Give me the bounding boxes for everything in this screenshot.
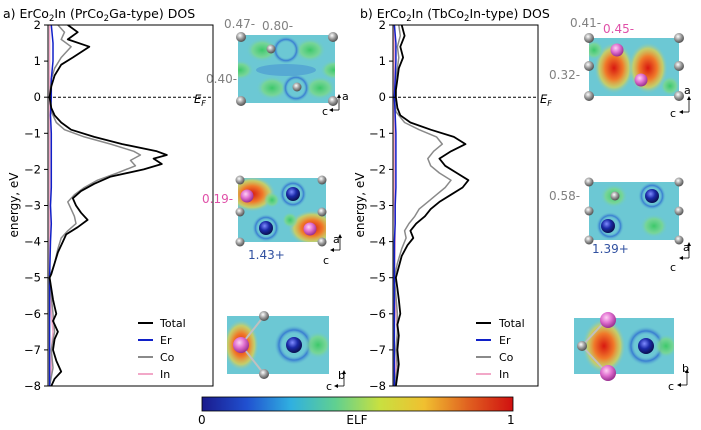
- legend-b-co: Co: [499, 351, 514, 364]
- y-tick-label: −7: [24, 343, 41, 357]
- elf-b-mid-label-2: 1.39+: [592, 242, 629, 256]
- svg-text:b: b: [338, 369, 345, 382]
- panel-b-legend: Total Er Co In: [476, 317, 525, 381]
- series-line-total: [395, 25, 470, 386]
- elf-b-mid-label-1: 0.58-: [549, 189, 580, 203]
- panel-b-ylabel: energy, eV: [353, 172, 367, 238]
- axis-indicator-b1: a c: [670, 84, 691, 120]
- panel-a-y-ticks: 2 1 0 −1 −2 −3 −4 −5 −6 −7 −8: [24, 18, 48, 393]
- y-tick-label: 2: [34, 18, 41, 32]
- elf-map-a-bottom: b c: [227, 311, 346, 393]
- elf-a-mid-label-1: 0.19-: [202, 192, 233, 206]
- panel-b-series: [393, 25, 470, 386]
- y-tick-label: −1: [24, 126, 41, 140]
- legend-b-total: Total: [498, 317, 525, 330]
- svg-text:c: c: [668, 380, 674, 393]
- svg-text:c: c: [670, 261, 676, 274]
- elf-colorbar: 0 ELF 1: [198, 396, 515, 427]
- axis-indicator-a1: a c: [322, 90, 349, 118]
- y-tick-label: −3: [369, 199, 386, 213]
- panel-a-axes: [47, 24, 214, 387]
- elf-map-b-bottom: b c: [574, 312, 689, 393]
- y-tick-label: −6: [369, 307, 386, 321]
- elf-a-mid-label-2: 1.43+: [248, 248, 285, 262]
- legend-b-in: In: [499, 368, 509, 381]
- y-tick-label: −2: [369, 162, 386, 176]
- elf-a-top-label-2: 0.80-: [262, 19, 293, 33]
- y-tick-label: −4: [369, 235, 386, 249]
- svg-text:a: a: [333, 233, 340, 246]
- svg-text:a: a: [683, 241, 690, 254]
- elf-a-top-label-1: 0.47-: [224, 17, 255, 31]
- panel-b-axes: [392, 24, 539, 387]
- y-tick-label: −5: [24, 271, 41, 285]
- panel-a-series: [48, 25, 168, 386]
- axis-indicator-b2: a c: [670, 241, 691, 274]
- series-line-total: [48, 25, 168, 386]
- y-tick-label: 1: [34, 54, 41, 68]
- panel-a-ylabel: energy, eV: [7, 172, 21, 238]
- y-tick-label: 2: [379, 18, 386, 32]
- panel-b-title: b) ErCo2In (TbCo2In-type) DOS: [360, 6, 550, 24]
- legend-a-er: Er: [160, 334, 172, 347]
- svg-text:a: a: [684, 84, 691, 97]
- y-tick-label: −3: [24, 199, 41, 213]
- panel-a-fermi-label: EF: [194, 92, 206, 108]
- y-tick-label: 0: [34, 90, 41, 104]
- y-tick-label: −1: [369, 126, 386, 140]
- y-tick-label: −8: [369, 379, 386, 393]
- axis-indicator-a3: b c: [326, 369, 346, 393]
- y-tick-label: −4: [24, 235, 41, 249]
- colorbar-max-label: 1: [507, 413, 515, 427]
- svg-text:c: c: [326, 380, 332, 393]
- y-tick-label: −5: [369, 271, 386, 285]
- panel-b-fermi-label: EF: [540, 92, 552, 108]
- svg-text:c: c: [670, 107, 676, 120]
- axis-indicator-b3: b c: [668, 362, 689, 393]
- colorbar-title: ELF: [346, 413, 367, 427]
- y-tick-label: −6: [24, 307, 41, 321]
- panel-a-legend: Total Er Co In: [138, 317, 186, 381]
- y-tick-label: −8: [24, 379, 41, 393]
- legend-a-total: Total: [159, 317, 186, 330]
- y-tick-label: −2: [24, 162, 41, 176]
- elf-map-a-mid: 0.19- 1.43+ a c: [202, 175, 342, 267]
- elf-map-b-mid: 0.58- 1.39+ a c: [549, 177, 691, 274]
- series-line-co: [393, 25, 452, 386]
- y-tick-label: 0: [379, 90, 386, 104]
- elf-b-top-label-3: 0.32-: [549, 68, 580, 82]
- panel-a-title: a) ErCo2In (PrCo2Ga-type) DOS: [3, 6, 195, 24]
- series-line-er: [393, 25, 397, 386]
- colorbar-gradient: [201, 396, 514, 412]
- y-tick-label: 1: [379, 54, 386, 68]
- svg-text:c: c: [323, 254, 329, 267]
- panel-a: a) ErCo2In (PrCo2Ga-type) DOS 2 1 0 −1 −2 −3 −…: [3, 6, 214, 393]
- svg-text:b: b: [682, 362, 689, 375]
- axis-indicator-a2: a c: [323, 233, 342, 267]
- elf-map-a-top: 0.47- 0.80- 0.40- a c: [206, 17, 349, 118]
- panel-b: b) ErCo2In (TbCo2In-type) DOS 2 1 0 −1 −2 −3 −…: [353, 6, 552, 393]
- series-line-co: [48, 25, 142, 386]
- panel-b-y-ticks: 2 1 0 −1 −2 −3 −4 −5 −6 −7 −8: [369, 18, 393, 393]
- series-line-er: [48, 25, 54, 386]
- y-tick-label: −7: [369, 343, 386, 357]
- elf-b-top-label-1: 0.41-: [570, 16, 601, 30]
- svg-text:a: a: [342, 90, 349, 103]
- elf-b-top-label-2: 0.45-: [603, 22, 634, 36]
- legend-b-er: Er: [499, 334, 511, 347]
- elf-map-b-top: 0.41- 0.45- 0.32- a c: [549, 16, 691, 120]
- colorbar-min-label: 0: [198, 413, 206, 427]
- legend-a-co: Co: [160, 351, 175, 364]
- elf-a-top-label-3: 0.40-: [206, 72, 237, 86]
- svg-text:c: c: [322, 105, 328, 118]
- legend-a-in: In: [160, 368, 170, 381]
